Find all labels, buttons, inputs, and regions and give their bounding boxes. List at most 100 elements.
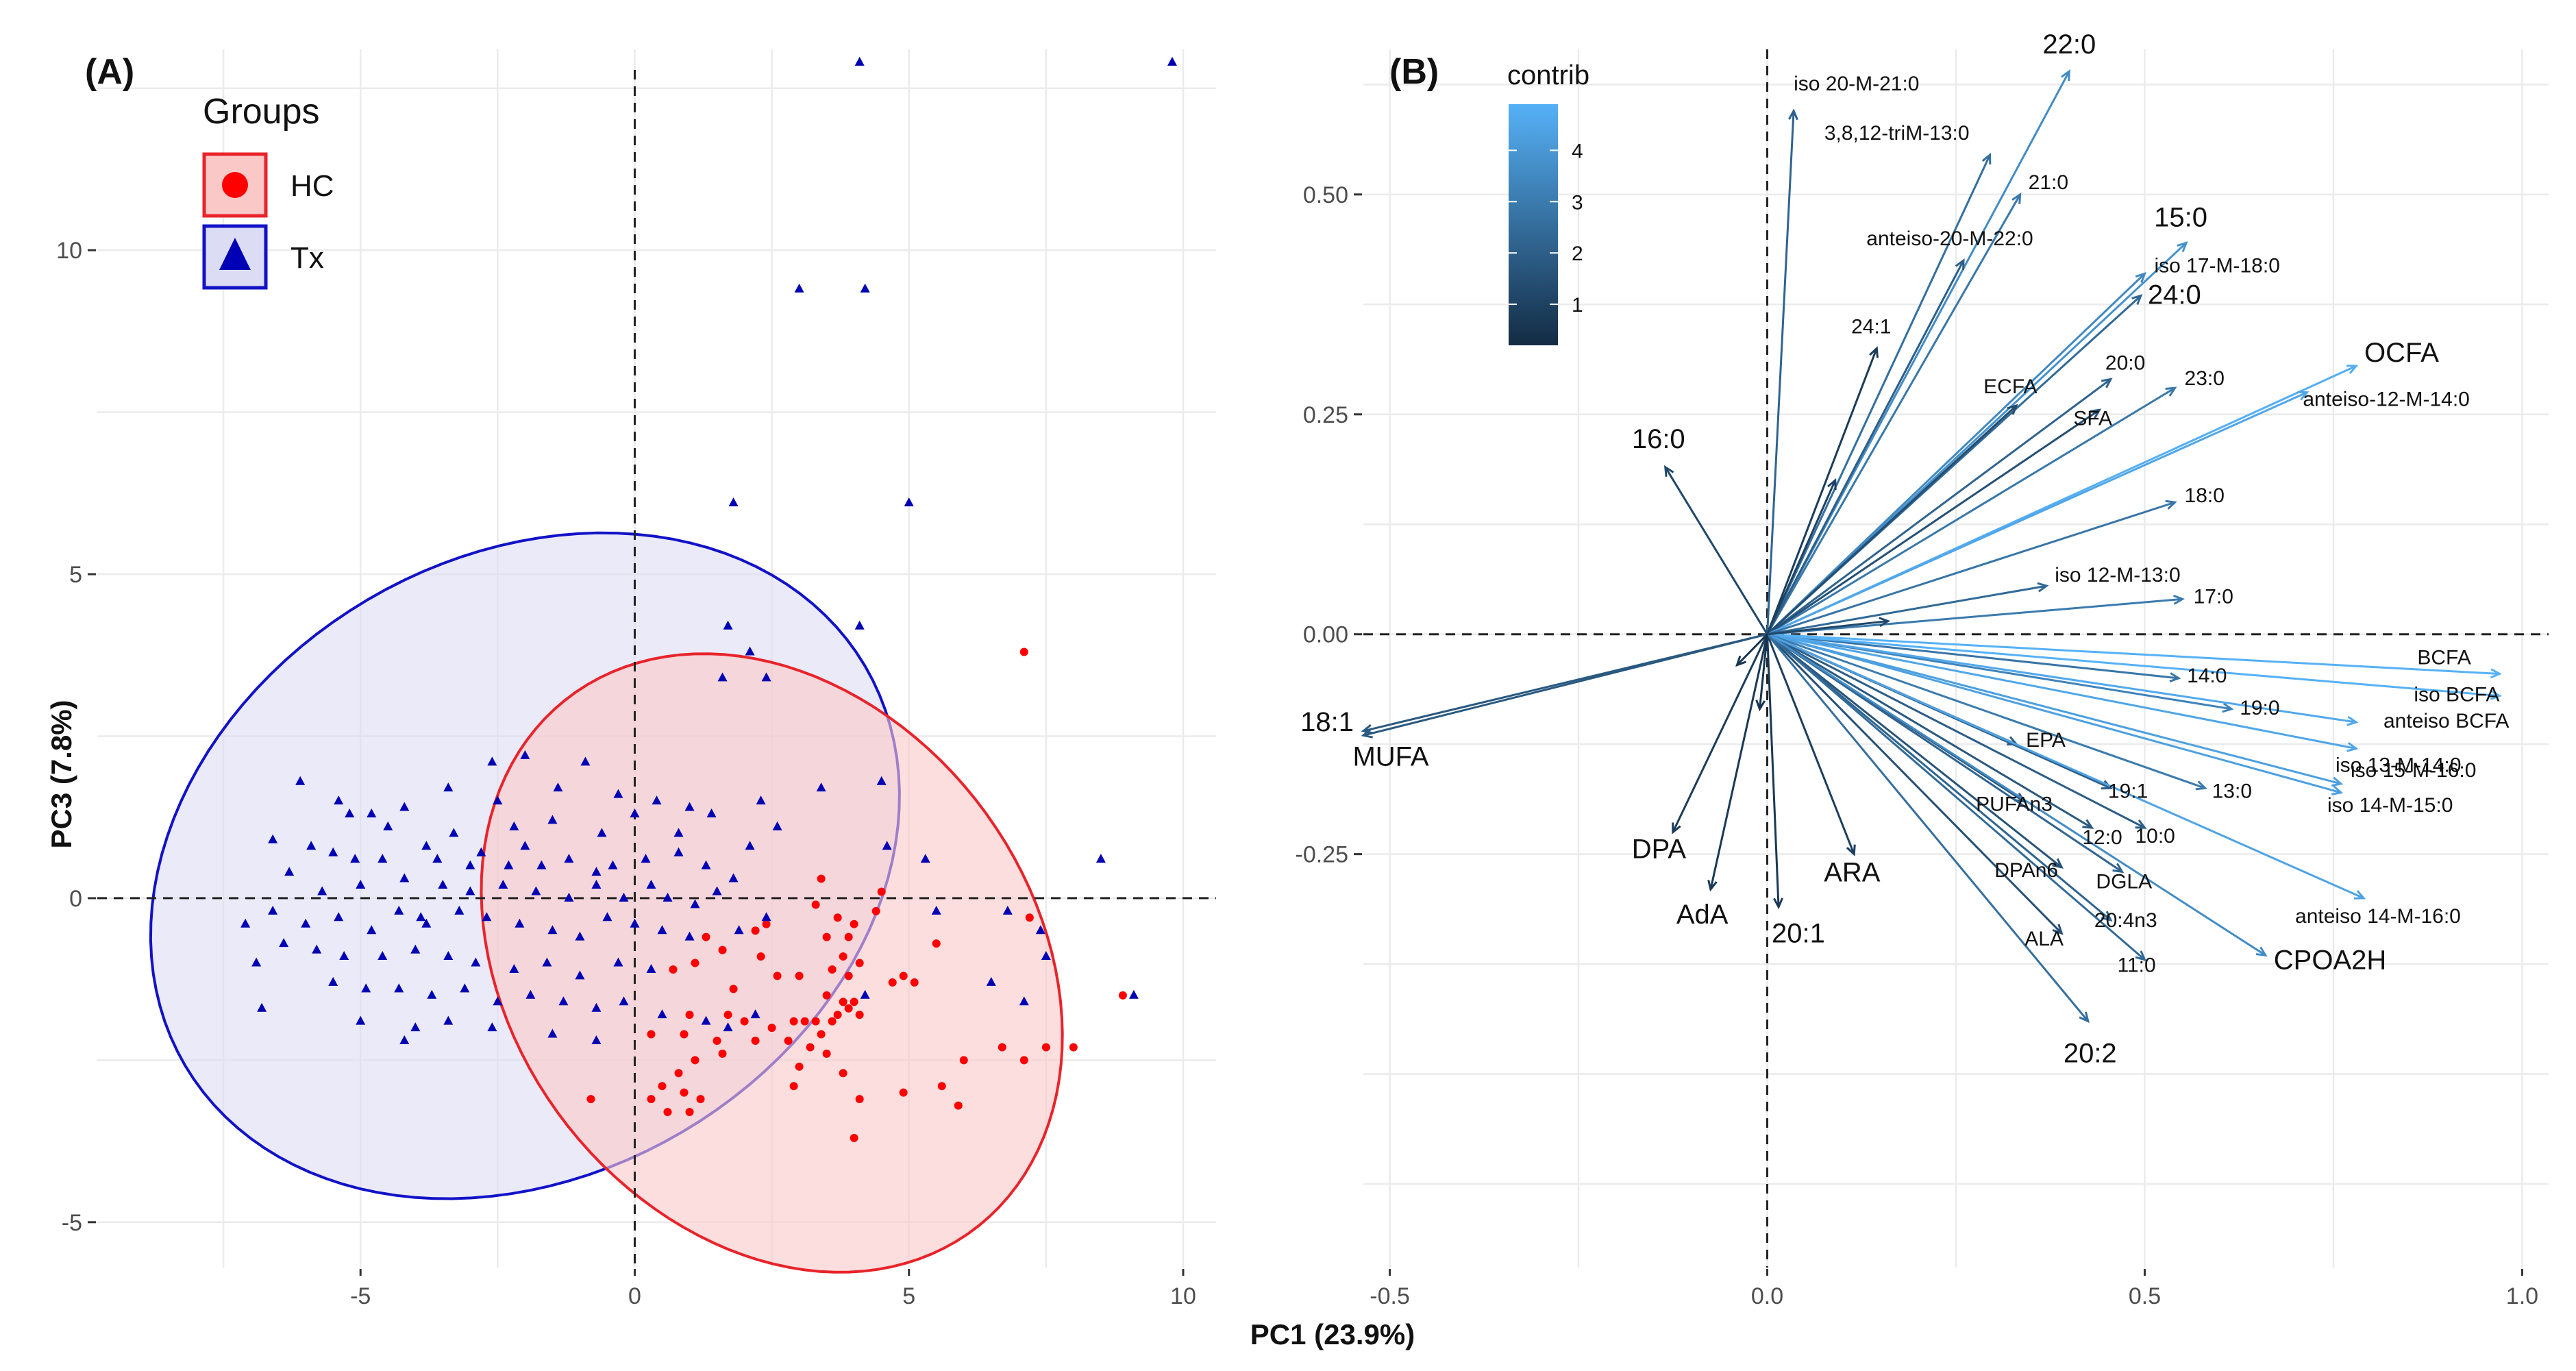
panel-a-label: (A) xyxy=(85,52,134,92)
point-hc xyxy=(937,1082,946,1091)
point-tx xyxy=(646,880,656,889)
point-hc xyxy=(1025,913,1034,922)
point-hc xyxy=(998,1043,1006,1052)
arrowhead xyxy=(2165,499,2177,510)
point-hc xyxy=(844,1004,853,1013)
arrowhead xyxy=(2177,241,2188,253)
point-tx xyxy=(509,821,519,830)
point-tx xyxy=(641,854,651,863)
point-tx xyxy=(356,1015,366,1025)
point-hc xyxy=(713,1036,721,1045)
point-tx xyxy=(591,1002,602,1012)
point-tx xyxy=(558,996,569,1006)
arrowhead xyxy=(2061,69,2070,82)
point-hc xyxy=(723,1011,732,1020)
point-hc xyxy=(773,972,782,980)
point-tx xyxy=(1128,989,1139,999)
arrow-shaft xyxy=(1736,633,1768,666)
colorbar-tick-label: 4 xyxy=(1572,140,1583,162)
panel-b-y-tick-label: 0.00 xyxy=(1303,622,1348,648)
point-tx xyxy=(652,795,662,805)
point-tx xyxy=(306,841,317,850)
point-tx xyxy=(745,841,755,850)
arrowhead xyxy=(1773,898,1783,910)
arrowhead xyxy=(2082,819,2094,829)
point-tx xyxy=(531,886,541,896)
panel-a-y-tick-label: -5 xyxy=(62,1210,82,1236)
arrow-shaft xyxy=(1766,633,2063,869)
arrow-label: 19:0 xyxy=(2240,697,2279,719)
arrow-label: 13:0 xyxy=(2212,780,2252,802)
point-tx xyxy=(460,983,470,993)
arrowhead xyxy=(1735,655,1747,667)
arrow-shaft xyxy=(1766,633,2123,873)
legend-label-hc: HC xyxy=(290,169,334,203)
point-tx xyxy=(761,672,771,682)
arrow-shaft xyxy=(1766,480,1837,635)
arrow-label: 20:4n3 xyxy=(2094,909,2157,932)
point-tx xyxy=(328,847,338,856)
arrowhead xyxy=(2490,690,2502,700)
arrowhead xyxy=(2011,192,2022,204)
point-hc xyxy=(800,1017,809,1026)
panel-b-x-tick-label: 0.0 xyxy=(1751,1283,1783,1309)
point-hc xyxy=(839,952,847,961)
point-tx xyxy=(728,497,739,507)
arrow-shaft xyxy=(1766,273,2146,635)
arrow-label: 10:0 xyxy=(2135,825,2175,848)
point-tx xyxy=(761,912,771,922)
arrowhead xyxy=(2052,924,2064,935)
panel-b-arrow-labels: 22:0 iso 20-M-21:0 3,8,12-triM-13:0 21:0 15:… xyxy=(1300,29,2509,1068)
point-tx xyxy=(268,905,278,915)
point-tx xyxy=(377,854,388,863)
point-tx xyxy=(251,957,262,967)
panel-a-y-tick-label: 10 xyxy=(56,238,82,264)
point-tx xyxy=(443,951,454,961)
panel-b-variable-biplot: 22:0 iso 20-M-21:0 3,8,12-triM-13:0 21:0 15:… xyxy=(1296,29,2549,1309)
point-tx xyxy=(383,821,393,830)
point-tx xyxy=(690,899,700,909)
arrow-shaft xyxy=(1767,633,2342,785)
point-hc xyxy=(811,1017,820,1026)
point-hc xyxy=(855,1095,864,1104)
legend-tx-triangle-icon xyxy=(219,238,251,270)
arrow-label: 3,8,12-triM-13:0 xyxy=(1824,122,1970,145)
arrowhead xyxy=(1827,478,1837,491)
point-hc xyxy=(702,932,710,941)
arrow-label: BCFA xyxy=(2417,646,2470,669)
arrowhead xyxy=(2331,785,2344,795)
point-hc xyxy=(647,1095,656,1104)
point-tx xyxy=(794,283,804,293)
arrow-shaft xyxy=(1766,378,2111,635)
point-hc xyxy=(647,1030,656,1039)
arrow-label: ECFA xyxy=(1983,375,2037,398)
arrow-shaft xyxy=(1766,409,2101,635)
arrowhead xyxy=(1955,258,1965,271)
point-hc xyxy=(910,978,919,987)
point-tx xyxy=(520,841,530,850)
point-tx xyxy=(449,828,459,837)
point-tx xyxy=(630,918,640,928)
point-hc xyxy=(691,959,699,967)
point-tx xyxy=(377,951,388,961)
point-tx xyxy=(701,1015,711,1025)
arrow-label: iso BCFA xyxy=(2414,684,2499,706)
arrow-label: CPOA2H xyxy=(2274,945,2387,975)
arrow-label: MUFA xyxy=(1352,741,1428,771)
point-tx xyxy=(257,1002,267,1012)
point-tx xyxy=(816,782,826,792)
colorbar-tick-label: 1 xyxy=(1572,294,1583,317)
point-tx xyxy=(564,854,574,863)
arrowhead xyxy=(2135,271,2146,283)
point-hc xyxy=(899,972,908,980)
point-hc xyxy=(833,1011,842,1020)
arrow-shaft xyxy=(1766,633,2111,922)
point-hc xyxy=(767,1024,776,1033)
arrow-label: anteiso 14-M-16:0 xyxy=(2295,905,2461,928)
arrow-label: iso 20-M-21:0 xyxy=(1794,73,1919,95)
point-hc xyxy=(751,1036,760,1045)
point-tx xyxy=(421,918,432,928)
point-hc xyxy=(669,965,678,974)
point-hc xyxy=(817,874,826,883)
point-tx xyxy=(268,834,278,843)
